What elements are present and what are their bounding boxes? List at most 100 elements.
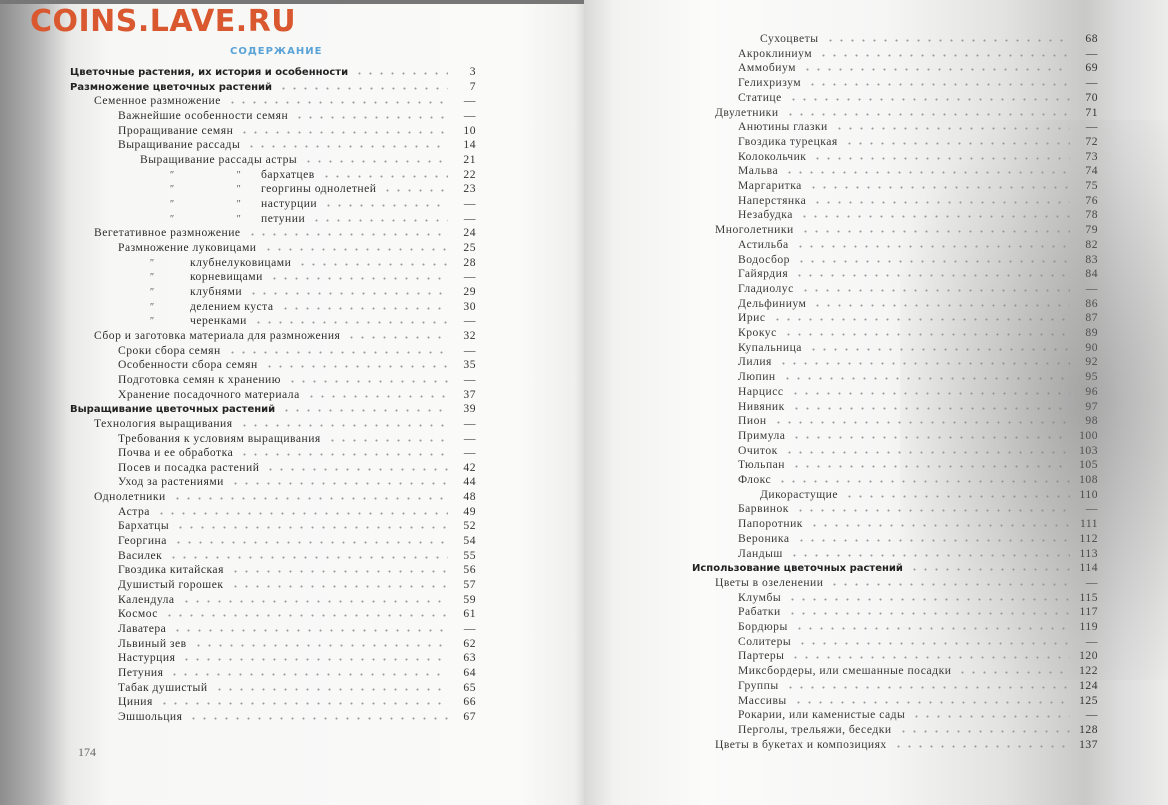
entry-page-number: 82 [1076,238,1098,251]
entry-page-number: 89 [1076,326,1098,339]
entry-title: корневищами [190,270,263,284]
entry-page-number: 14 [463,138,476,152]
entry-title: бархатцев [261,167,315,181]
entry-page-number: 128 [1079,722,1098,736]
entry-title: Колокольчик [738,149,807,163]
entry-page-number: 22 [463,167,476,181]
dot-leader [957,664,1070,675]
entry-title: Миксбордеры, или смешанные посадки [738,664,952,678]
entry-page-number: 120 [1076,649,1098,662]
entry-page-number: 10 [463,123,476,137]
entry-page-number: 119 [1076,620,1098,633]
toc-entry: Почва и ее обработка — [118,446,476,461]
entry-title: Важнейшие особенности семян [118,108,289,122]
entry-title: Лилия [738,355,772,369]
toc-entry: Посев и посадка растений 42 [118,460,476,476]
toc-entry: Особенности сбора семян 35 [118,358,476,373]
entry-title: Настурция [118,651,176,665]
toc-entry: Двулетники 71 [715,105,1098,121]
toc-entry: Акроклиниум — [738,46,1098,62]
toc-entry: Эшшольция 67 [118,710,476,725]
dot-leader [323,196,448,207]
entry-page-number: 103 [1076,444,1098,457]
toc-entry: Вероника 112 [738,531,1098,547]
toc-entry: Аммобиум 69 [738,61,1098,76]
entry-title: Гелихризум [738,76,802,90]
page-number: 174 [78,745,96,759]
toc-entry: Люпин 95 [738,370,1098,385]
dot-leader [791,458,1070,469]
entry-page-number: 54 [463,534,476,548]
dot-leader [833,120,1070,131]
toc-entry: Колокольчик 73 [738,149,1098,165]
entry-page-number: — [463,314,476,328]
entry-title: Дикорастущие [760,487,839,501]
toc-entry: Выращивание рассады астры 21 [140,152,476,168]
entry-page-number: 7 [469,79,476,93]
ditto-marks: ″ [150,272,155,284]
entry-title: Маргаритка [738,179,802,192]
toc-entry: Гайярдия 84 [738,267,1098,282]
entry-title: Барвинок [738,502,789,516]
entry-page-number: 114 [1076,561,1098,574]
entry-title: Группы [738,678,779,692]
dot-leader [790,399,1070,410]
entry-page-number: — [463,94,476,108]
toc-entry: ″ делением куста 30 [150,299,476,315]
entry-page-number: 86 [1076,297,1098,310]
toc-entry: Нивяник 97 [738,399,1098,415]
toc-entry: Вегетативное размножение 24 [94,226,476,241]
dot-leader [807,179,1070,189]
entry-page-number: 57 [463,578,476,592]
entry-title: Сухоцветы [760,32,819,45]
toc-entry: Наперстянка 76 [738,193,1098,209]
dot-leader [790,649,1070,660]
entry-title: Незабудка [738,208,793,222]
entry-title: Пион [738,414,767,428]
entry-page-number: 83 [1076,253,1098,266]
entry-title: Солитеры [738,634,792,648]
dot-leader [155,504,448,515]
dot-leader [795,531,1070,542]
ditto-marks: ″ ″ [170,169,242,181]
page-edge [0,0,584,4]
entry-page-number: 39 [463,402,476,416]
entry-title: Размножение луковицами [118,240,257,254]
entry-page-number: 73 [1076,150,1098,163]
entry-page-number: 70 [1085,90,1098,104]
toc-entry: Цветы в букетах и композициях 137 [715,737,1098,753]
toc-entry: Размножение луковицами 25 [118,240,476,256]
toc-entry: Очиток 103 [738,443,1098,459]
dot-leader [265,460,448,471]
watermark-logo: COINS.LAVE.RU [30,4,297,39]
entry-page-number: 37 [463,387,476,401]
entry-page-number: — [1076,576,1098,589]
entry-title: Гвоздика китайская [118,563,224,577]
toc-entry: Выращивание рассады 14 [118,138,476,153]
dot-leader [808,517,1070,528]
toc-entry: Календула 59 [118,592,476,608]
toc-entry: Хранение посадочного материала 37 [118,387,476,403]
entry-page-number: — [1085,76,1098,90]
entry-page-number: 105 [1076,458,1098,471]
toc-entry: Выращивание цветочных растений 39 [70,402,476,417]
dot-leader [263,358,448,369]
toc-entry: Нарцисс 96 [738,384,1098,400]
entry-title: Дельфиниум [738,296,807,310]
entry-title: Однолетники [94,490,166,504]
toc-entry: Астильба 82 [738,237,1098,253]
toc-entry: Пион 98 [738,414,1098,429]
toc-entry: Сбор и заготовка материала для размножен… [94,328,476,344]
toc-entry: ″ ″ бархатцев 22 [170,167,476,183]
entry-title: Ландыш [738,546,783,560]
toc-entry: Мальва 74 [738,164,1098,179]
toc-entry: Сроки сбора семян — [118,343,476,359]
entry-title: Уход за растениями [118,475,224,489]
toc-entry: Лаватера — [118,622,476,637]
toc-entry: Группы 124 [738,678,1098,694]
entry-title: Лаватера [118,622,167,636]
entry-page-number: 113 [1076,547,1098,560]
entry-page-number: 125 [1079,693,1098,707]
toc-entry: ″ черенками — [150,314,476,329]
toc-entry: Душистый горошек 57 [118,578,476,593]
